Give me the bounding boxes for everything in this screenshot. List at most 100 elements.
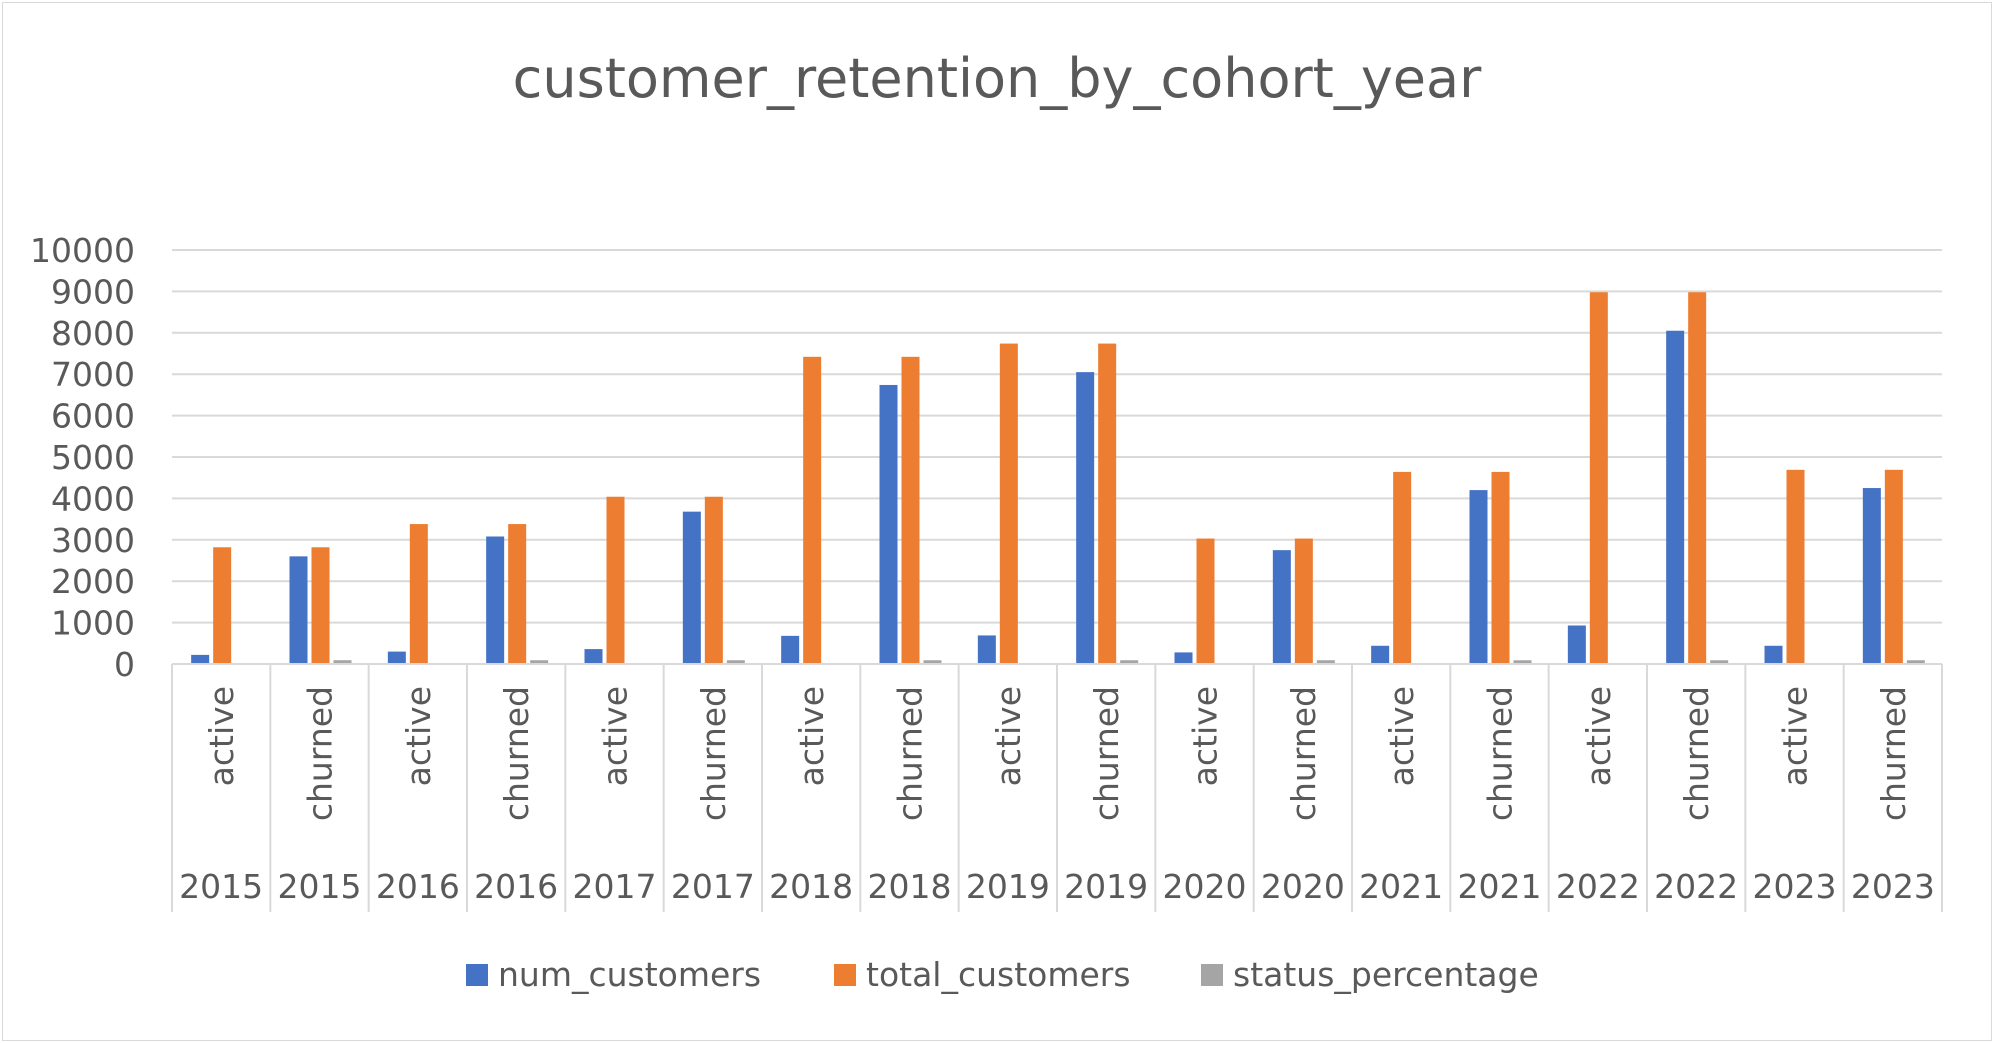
y-tick-label: 7000 (51, 355, 135, 394)
x-tick-label-status: active (596, 686, 635, 786)
x-tick-label-year: 2018 (868, 867, 952, 906)
bar-status_percentage (1120, 660, 1139, 664)
bar-num_customers (1174, 652, 1193, 664)
legend-item-total_customers: total_customers (834, 955, 1131, 994)
x-tick-label-year: 2016 (376, 867, 460, 906)
y-tick-label: 2000 (51, 562, 135, 601)
x-tick-label-status: active (1579, 686, 1618, 786)
bar-total_customers (1491, 471, 1510, 664)
x-tick-label-status: active (1186, 686, 1225, 786)
x-tick-label-year: 2018 (769, 867, 853, 906)
legend-label: status_percentage (1233, 955, 1539, 994)
bar-total_customers (1294, 538, 1313, 664)
x-tick-label-status: active (202, 686, 241, 786)
x-tick-label-status: churned (497, 686, 536, 821)
y-tick-label: 1000 (51, 604, 135, 643)
bar-total_customers (1884, 469, 1903, 664)
bar-num_customers (1666, 330, 1685, 664)
y-tick-label: 8000 (51, 314, 135, 353)
bar-status_percentage (1316, 660, 1335, 664)
x-tick-label-year: 2017 (671, 867, 755, 906)
y-tick-label: 9000 (51, 272, 135, 311)
x-tick-label-status: churned (1874, 686, 1913, 821)
legend-item-status_percentage: status_percentage (1201, 955, 1539, 994)
bar-status_percentage (1513, 660, 1532, 664)
x-tick-label-year: 2021 (1359, 867, 1443, 906)
bar-total_customers (704, 496, 723, 664)
bar-total_customers (1589, 292, 1608, 664)
y-tick-label: 5000 (51, 438, 135, 477)
x-tick-label-year: 2020 (1261, 867, 1345, 906)
bar-total_customers (606, 496, 625, 664)
bars (191, 292, 1925, 664)
x-tick-label-status: churned (1087, 686, 1126, 821)
x-tick-label-status: active (989, 686, 1028, 786)
bar-num_customers (977, 635, 996, 664)
bar-total_customers (1393, 471, 1412, 664)
legend-item-num_customers: num_customers (466, 955, 761, 994)
x-tick-label-year: 2015 (278, 867, 362, 906)
y-tick-label: 6000 (51, 397, 135, 436)
y-tick-label: 4000 (51, 479, 135, 518)
x-tick-label-year: 2019 (1064, 867, 1148, 906)
x-tick-label-status: churned (301, 686, 340, 821)
bar-total_customers (1786, 469, 1805, 664)
x-tick-label-status: active (399, 686, 438, 786)
bar-status_percentage (1906, 660, 1925, 664)
bar-num_customers (1469, 490, 1488, 664)
bar-num_customers (1272, 550, 1291, 664)
bar-status_percentage (530, 660, 549, 664)
x-tick-label-year: 2023 (1851, 867, 1935, 906)
legend-swatch (1201, 964, 1223, 986)
x-tick-label-year: 2023 (1753, 867, 1837, 906)
bar-total_customers (213, 547, 232, 664)
y-axis-tick-labels: 0100020003000400050006000700080009000100… (30, 231, 135, 684)
bar-num_customers (191, 654, 210, 664)
bar-status_percentage (333, 660, 352, 664)
x-tick-label-year: 2022 (1654, 867, 1738, 906)
bar-total_customers (1688, 292, 1707, 664)
bar-num_customers (1567, 625, 1586, 664)
gridlines (172, 249, 1942, 624)
x-tick-label-year: 2019 (966, 867, 1050, 906)
bar-total_customers (508, 524, 527, 664)
bar-total_customers (1098, 343, 1117, 664)
x-tick-label-status: churned (891, 686, 930, 821)
legend-label: num_customers (498, 955, 761, 994)
x-tick-label-status: active (792, 686, 831, 786)
x-tick-label-status: active (1776, 686, 1815, 786)
chart-title: customer_retention_by_cohort_year (513, 47, 1482, 110)
x-tick-label-year: 2015 (179, 867, 263, 906)
legend-swatch (834, 964, 856, 986)
x-axis: active 2015 churned 2015 active 2016 churned 20… (171, 663, 1943, 912)
bar-status_percentage (1710, 660, 1729, 664)
x-tick-label-year: 2022 (1556, 867, 1640, 906)
x-tick-label-status: churned (1481, 686, 1520, 821)
legend-label: total_customers (866, 955, 1131, 994)
bar-total_customers (409, 524, 428, 664)
bar-num_customers (1862, 488, 1881, 664)
bar-num_customers (486, 536, 505, 664)
bar-total_customers (901, 356, 920, 664)
bar-total_customers (311, 547, 330, 664)
legend: num_customers total_customers status_perce… (466, 955, 1539, 994)
bar-num_customers (1076, 372, 1095, 664)
y-tick-label: 0 (114, 645, 135, 684)
y-tick-label: 10000 (30, 231, 135, 270)
bar-num_customers (387, 651, 406, 664)
x-tick-label-year: 2017 (573, 867, 657, 906)
bar-num_customers (879, 384, 898, 664)
bar-total_customers (1196, 538, 1215, 664)
x-tick-label-year: 2021 (1458, 867, 1542, 906)
x-tick-label-year: 2016 (474, 867, 558, 906)
legend-swatch (466, 964, 488, 986)
bar-status_percentage (923, 660, 942, 664)
bar-status_percentage (726, 660, 745, 664)
x-tick-label-status: churned (1284, 686, 1323, 821)
bar-num_customers (682, 511, 701, 664)
x-tick-label-status: churned (694, 686, 733, 821)
bar-num_customers (289, 556, 308, 664)
x-tick-label-year: 2020 (1163, 867, 1247, 906)
